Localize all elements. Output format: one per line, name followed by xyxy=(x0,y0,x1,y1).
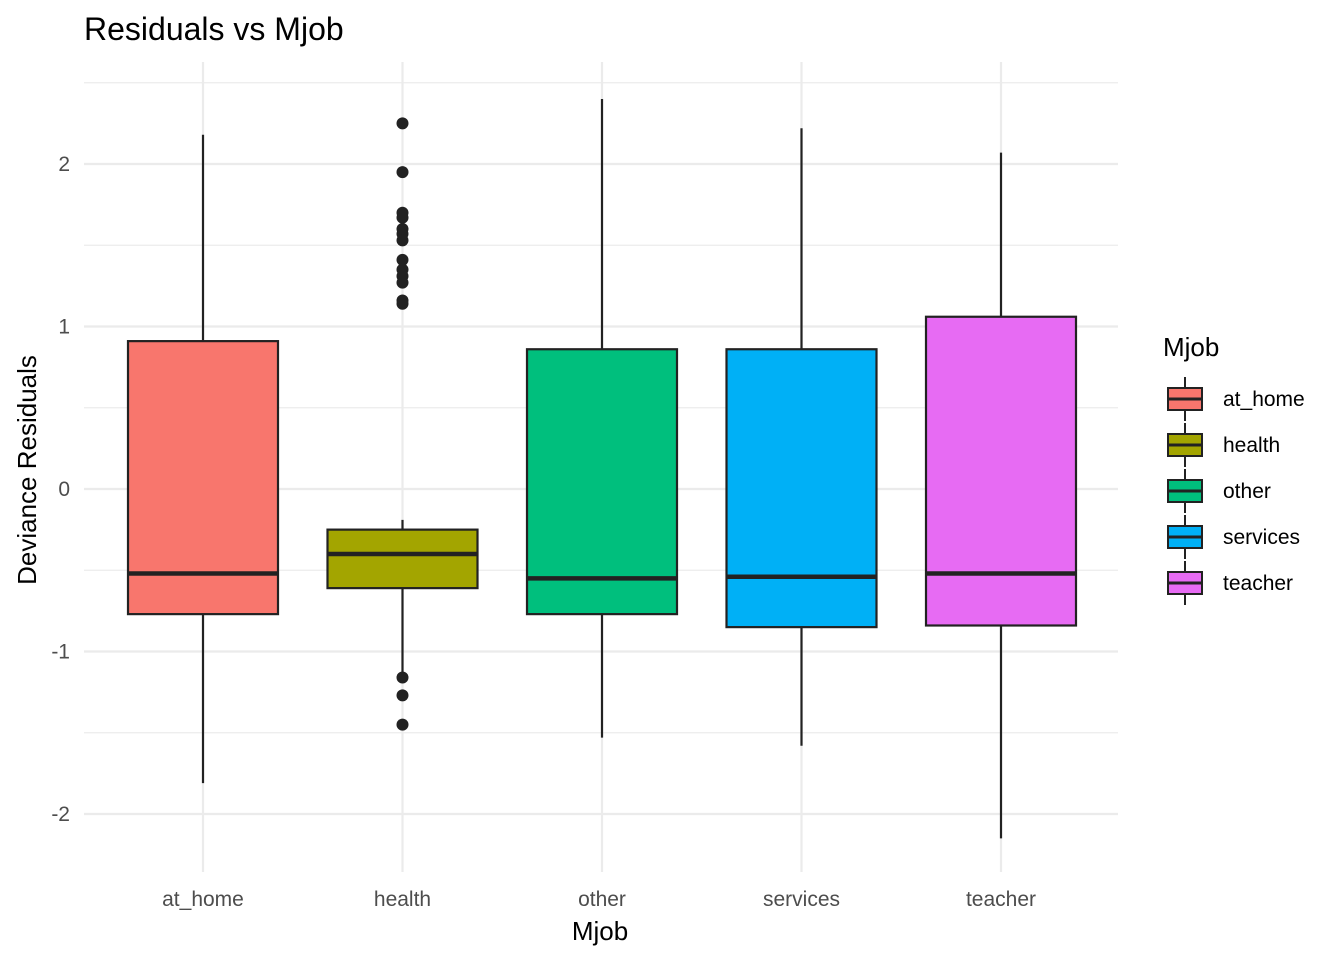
y-tick-label: 0 xyxy=(58,478,70,501)
legend-label: teacher xyxy=(1223,572,1293,595)
legend-item-health: health xyxy=(1167,423,1280,467)
x-axis-title: Mjob xyxy=(572,916,628,946)
x-tick-label: health xyxy=(374,888,431,911)
box-services xyxy=(725,128,878,746)
boxes xyxy=(126,99,1078,839)
y-tick-label: -1 xyxy=(51,641,70,664)
outlier-point xyxy=(396,117,409,130)
tick-labels: -2 -1 0 1 2 at_home health other services teacher xyxy=(51,153,1036,911)
chart-title: Residuals vs Mjob xyxy=(84,11,344,47)
outlier-point xyxy=(396,234,409,247)
outlier-point xyxy=(396,211,409,224)
iqr-box xyxy=(126,340,280,616)
outlier-point xyxy=(396,671,409,684)
x-tick-label: services xyxy=(763,888,840,911)
y-axis-title: Deviance Residuals xyxy=(12,355,42,585)
legend-title: Mjob xyxy=(1163,332,1219,362)
x-tick-label: teacher xyxy=(966,888,1036,911)
legend-label: other xyxy=(1223,480,1271,503)
iqr-box xyxy=(525,348,679,616)
box-health xyxy=(326,117,479,731)
iqr-box xyxy=(924,315,1078,627)
outlier-point xyxy=(396,276,409,289)
legend-item-teacher: teacher xyxy=(1167,561,1293,605)
legend-item-at_home: at_home xyxy=(1167,377,1305,421)
x-tick-label: other xyxy=(578,888,626,911)
box-at_home xyxy=(126,134,280,784)
legend-item-services: services xyxy=(1167,515,1300,559)
x-tick-label: at_home xyxy=(162,888,244,911)
y-tick-label: -2 xyxy=(51,803,70,826)
outlier-point xyxy=(396,689,409,702)
iqr-box xyxy=(326,528,479,590)
outlier-point xyxy=(396,253,409,266)
box-teacher xyxy=(924,152,1078,839)
legend-label: services xyxy=(1223,526,1300,549)
outlier-point xyxy=(396,718,409,731)
legend-label: at_home xyxy=(1223,388,1305,411)
y-tick-label: 2 xyxy=(58,153,70,176)
legend-item-other: other xyxy=(1167,469,1271,513)
legend-label: health xyxy=(1223,434,1280,457)
outlier-point xyxy=(396,166,409,179)
y-tick-label: 1 xyxy=(58,316,70,339)
box-other xyxy=(525,99,679,738)
iqr-box xyxy=(725,348,878,629)
outlier-point xyxy=(396,297,409,310)
